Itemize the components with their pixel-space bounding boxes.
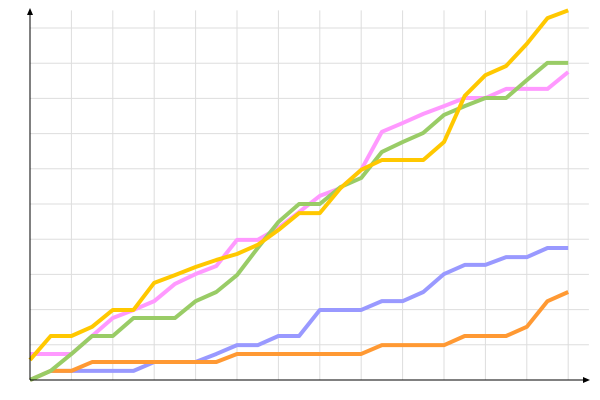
lines <box>28 8 570 382</box>
series-line <box>29 60 569 382</box>
series-line <box>28 8 569 362</box>
x-axis-arrow <box>583 377 590 383</box>
y-axis-arrow <box>27 8 33 15</box>
series-line <box>29 290 570 382</box>
series-line <box>29 246 569 382</box>
